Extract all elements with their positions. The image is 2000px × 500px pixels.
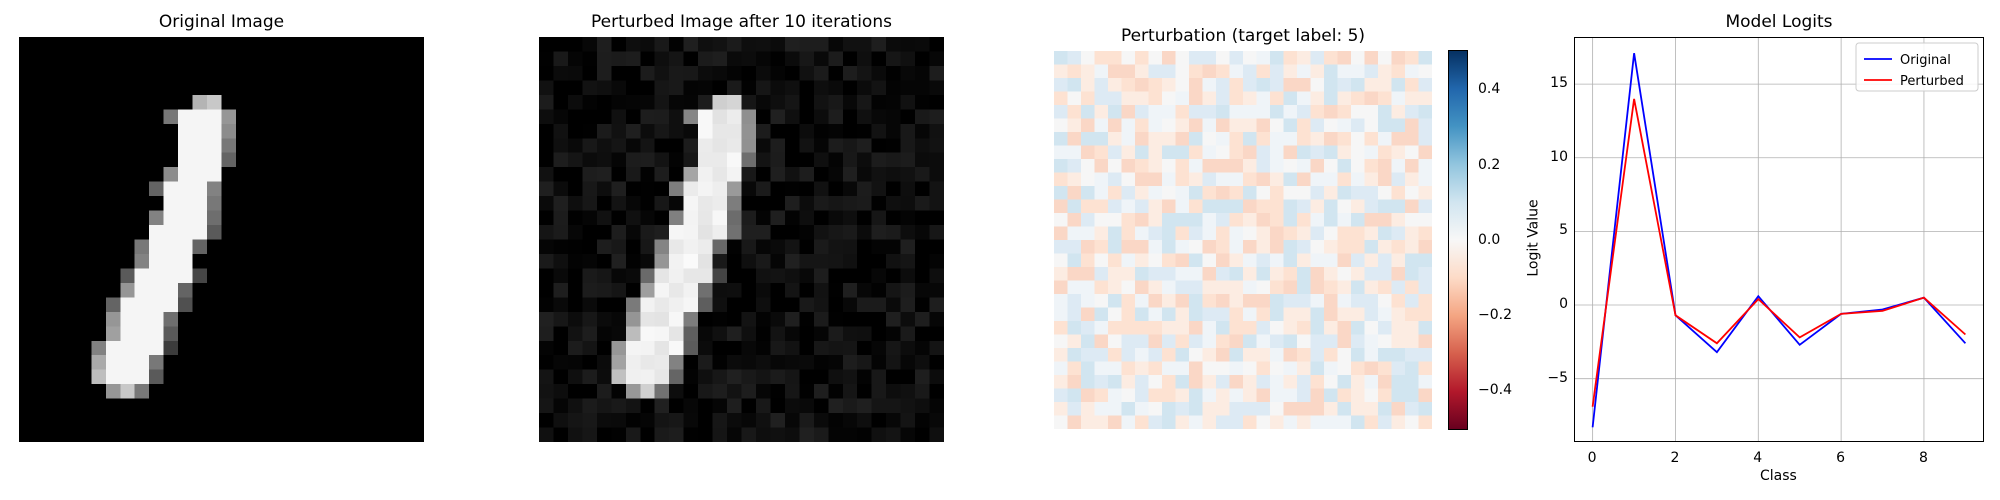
- perturbed-image: [539, 37, 944, 442]
- legend-label: Original: [1900, 53, 1951, 68]
- x-tick-label: 0: [1587, 450, 1597, 466]
- x-tick-label: 8: [1918, 450, 1928, 466]
- perturbation-title: Perturbation (target label: 5): [1120, 26, 1366, 46]
- series-line-perturbed: [1591, 98, 1966, 407]
- original-image: [19, 37, 424, 442]
- colorbar-tick: 0.4: [1478, 81, 1501, 97]
- x-tick-label: 2: [1670, 450, 1680, 466]
- series-line-original: [1591, 53, 1967, 428]
- y-tick-label: −5: [1547, 369, 1568, 386]
- x-axis-label: Class: [1760, 468, 1797, 484]
- colorbar-tick: −0.2: [1478, 307, 1512, 323]
- legend-label: Perturbed: [1900, 74, 1964, 89]
- colorbar-tick: 0.2: [1478, 157, 1501, 173]
- x-tick-label: 4: [1753, 450, 1763, 466]
- logits-chart: Original Perturbed: [1574, 37, 1984, 442]
- y-tick-label: 5: [1559, 222, 1568, 239]
- colorbar-tick: 0.0: [1478, 232, 1501, 248]
- y-tick-label: 0: [1559, 296, 1568, 313]
- logits-chart-title: Model Logits: [1725, 12, 1833, 32]
- colorbar-tick: −0.4: [1478, 382, 1512, 398]
- x-tick-label: 6: [1836, 450, 1846, 466]
- legend-box: [1855, 42, 1979, 92]
- y-tick-label: 15: [1550, 75, 1568, 92]
- y-tick-label: 10: [1550, 148, 1568, 165]
- perturbed-image-title: Perturbed Image after 10 iterations: [591, 12, 892, 32]
- colorbar: [1448, 50, 1468, 430]
- perturbation-heatmap: [1054, 51, 1432, 429]
- y-axis-label: Logit Value: [1525, 199, 1542, 277]
- original-image-title: Original Image: [158, 12, 285, 32]
